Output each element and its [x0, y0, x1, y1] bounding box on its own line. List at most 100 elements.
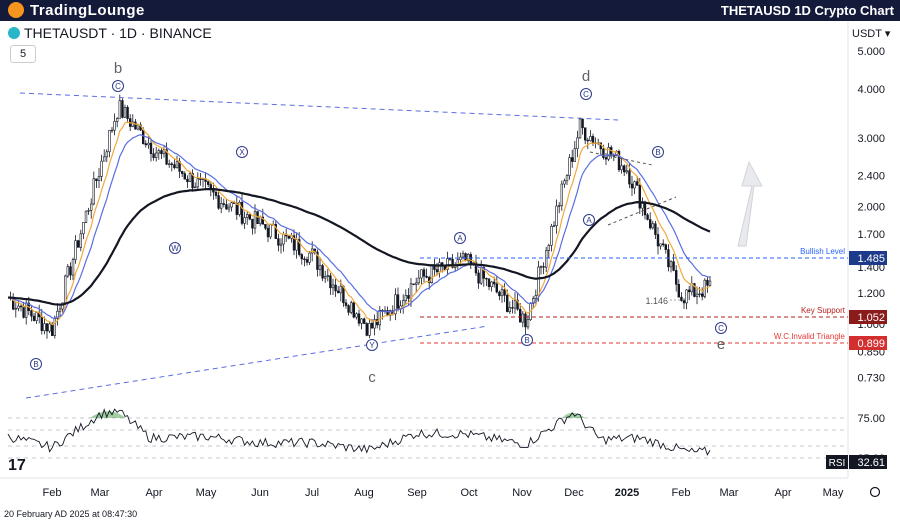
candle-body — [253, 211, 257, 229]
candle-body — [661, 243, 665, 246]
candle-body — [646, 214, 649, 220]
candle-body — [625, 170, 629, 173]
candle-body — [651, 223, 655, 229]
triangle-lower-trendline — [25, 325, 489, 399]
candle-body — [225, 204, 228, 210]
candle-body — [570, 157, 574, 162]
wave-label-circle — [112, 80, 124, 92]
wave-label: C — [115, 82, 121, 91]
candle-body — [524, 313, 527, 328]
level-label: Key Support — [801, 306, 846, 315]
candle-body — [669, 261, 673, 268]
candle-body — [144, 143, 147, 146]
wave-label-primary: c — [368, 369, 376, 386]
candle-body — [230, 202, 233, 208]
candle-body — [446, 258, 449, 270]
candle-body — [256, 211, 259, 225]
candle-body — [635, 181, 639, 186]
candle-body — [105, 151, 109, 158]
interval-value: 5 — [19, 48, 27, 60]
candle-body — [279, 243, 283, 246]
rsi-value-box — [849, 455, 887, 469]
rsi-tag-box — [826, 455, 848, 469]
symbol-info[interactable]: THETAUSDT · 1D · BINANCE — [8, 25, 212, 41]
candle-body — [360, 318, 363, 324]
candle-body — [123, 107, 127, 118]
candle-body — [578, 118, 582, 139]
candle-body — [66, 266, 70, 277]
candle-body — [628, 170, 631, 185]
wave-d-upper-line — [589, 151, 653, 166]
candle-body — [539, 266, 543, 268]
candle-body — [461, 253, 465, 258]
rsi-line — [7, 408, 711, 456]
wave-label-primary: e — [717, 336, 725, 353]
candle-body — [188, 173, 192, 183]
candle-body — [547, 245, 551, 251]
candle-body — [550, 226, 553, 246]
candle-body — [552, 225, 556, 227]
candle-body — [118, 100, 122, 119]
candle-body — [612, 155, 616, 157]
candle-body — [396, 294, 400, 309]
candle-body — [248, 214, 251, 220]
candle-body — [674, 270, 678, 285]
level-price-box — [849, 310, 887, 324]
candle-body — [557, 205, 561, 207]
candle-body — [74, 240, 77, 260]
currency-selector[interactable]: USDT ▾ — [852, 27, 894, 41]
candle-body — [50, 323, 54, 336]
candle-body — [518, 308, 522, 323]
candle-body — [64, 275, 67, 304]
candle-body — [573, 148, 577, 162]
candle-body — [269, 224, 272, 238]
candle-body — [110, 129, 114, 132]
candle-body — [53, 318, 57, 336]
bullish-projection-arrow — [737, 160, 763, 247]
candle-body — [568, 157, 571, 176]
candle-body — [160, 150, 163, 155]
candle-body — [622, 165, 626, 173]
candle-body — [227, 206, 231, 210]
candle-body — [511, 307, 514, 309]
candle-body — [534, 295, 538, 299]
candle-body — [581, 118, 584, 129]
level-price-label: 1.052 — [857, 312, 885, 324]
wave-label-circle — [236, 146, 248, 158]
candle-body — [526, 319, 530, 328]
candle-body — [79, 233, 83, 248]
candle-body — [477, 272, 480, 284]
candle-body — [162, 149, 166, 155]
ema-mid-line — [7, 134, 711, 319]
x-tick-label: Nov — [512, 487, 532, 499]
candle-body — [14, 308, 17, 310]
candle-body — [56, 310, 59, 319]
candle-body — [490, 281, 493, 287]
candle-body — [583, 127, 587, 141]
candle-body — [316, 251, 319, 270]
candle-body — [100, 160, 103, 177]
candle-body — [71, 259, 75, 276]
candle-body — [347, 305, 350, 313]
candle-body — [90, 203, 93, 211]
candle-body — [656, 234, 660, 247]
x-tick-label: Mar — [91, 487, 110, 499]
candle-body — [700, 293, 704, 297]
candle-body — [35, 312, 38, 321]
x-tick-label: Jul — [305, 487, 319, 499]
wave-label-circle — [366, 339, 378, 351]
candle-body — [643, 203, 647, 216]
candle-body — [407, 295, 410, 299]
wave-label: A — [586, 216, 592, 225]
candle-body — [243, 217, 246, 224]
candle-body — [516, 299, 519, 310]
ema-fast-line — [7, 121, 711, 326]
candle-body — [365, 323, 368, 336]
candle-body — [266, 227, 270, 238]
candle-body — [495, 283, 498, 293]
candle-body — [45, 323, 49, 332]
candle-body — [32, 315, 36, 321]
candle-body — [589, 136, 592, 142]
interval-selector[interactable]: 5 — [10, 45, 36, 63]
